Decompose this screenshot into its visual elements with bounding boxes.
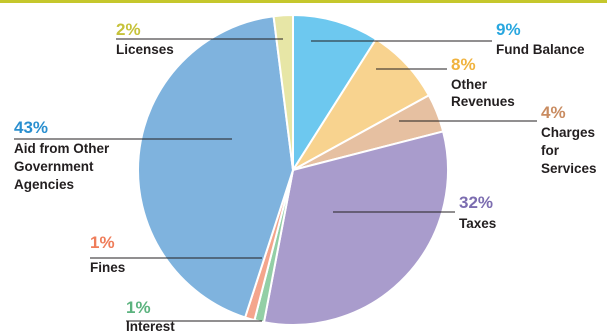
slice-label-other-revenues-line1: Other — [451, 77, 488, 92]
slice-label-fines: Fines — [90, 260, 125, 275]
pct-label-charges-for-services: 4% — [541, 103, 566, 122]
callout-aid-from-other-government-agencies: 43% Aid from Other Government Agencies — [14, 118, 110, 192]
callout-taxes: 32% Taxes — [459, 193, 496, 231]
slice-label-charges-line1: Charges — [541, 125, 595, 140]
callout-other-revenues: 8% Other Revenues — [451, 55, 515, 109]
callout-fines: 1% Fines — [90, 233, 125, 275]
pie-slice-licenses — [272, 13, 294, 171]
callout-licenses: 2% Licenses — [116, 20, 174, 57]
slice-label-fund-balance: Fund Balance — [496, 42, 585, 57]
callout-charges-for-services: 4% Charges for Services — [541, 103, 597, 176]
leader-lines — [14, 38, 537, 322]
pct-label-taxes: 32% — [459, 193, 493, 212]
pie-slices — [137, 13, 449, 326]
slice-label-interest: Interest — [126, 319, 175, 334]
pie-slice-fund-balance — [292, 13, 378, 174]
slice-label-charges-line2: for — [541, 143, 560, 158]
pie-slice-taxes — [262, 130, 449, 326]
pct-label-aid: 43% — [14, 118, 48, 137]
slice-label-licenses: Licenses — [116, 42, 174, 57]
pie-slice-aid-from-other-government-agencies — [137, 15, 295, 319]
callout-fund-balance: 9% Fund Balance — [496, 20, 585, 57]
pct-label-other-revenues: 8% — [451, 55, 476, 74]
slice-label-taxes: Taxes — [459, 216, 496, 231]
callout-interest: 1% Interest — [126, 298, 175, 334]
slice-label-other-revenues-line2: Revenues — [451, 94, 515, 109]
slice-label-aid-line3: Agencies — [14, 177, 74, 192]
slice-label-aid-line2: Government — [14, 159, 94, 174]
pct-label-fines: 1% — [90, 233, 115, 252]
pct-label-licenses: 2% — [116, 20, 141, 39]
slice-label-charges-line3: Services — [541, 161, 597, 176]
slice-label-aid-line1: Aid from Other — [14, 141, 110, 156]
pct-label-interest: 1% — [126, 298, 151, 317]
pct-label-fund-balance: 9% — [496, 20, 521, 39]
top-accent-rule — [0, 0, 607, 3]
